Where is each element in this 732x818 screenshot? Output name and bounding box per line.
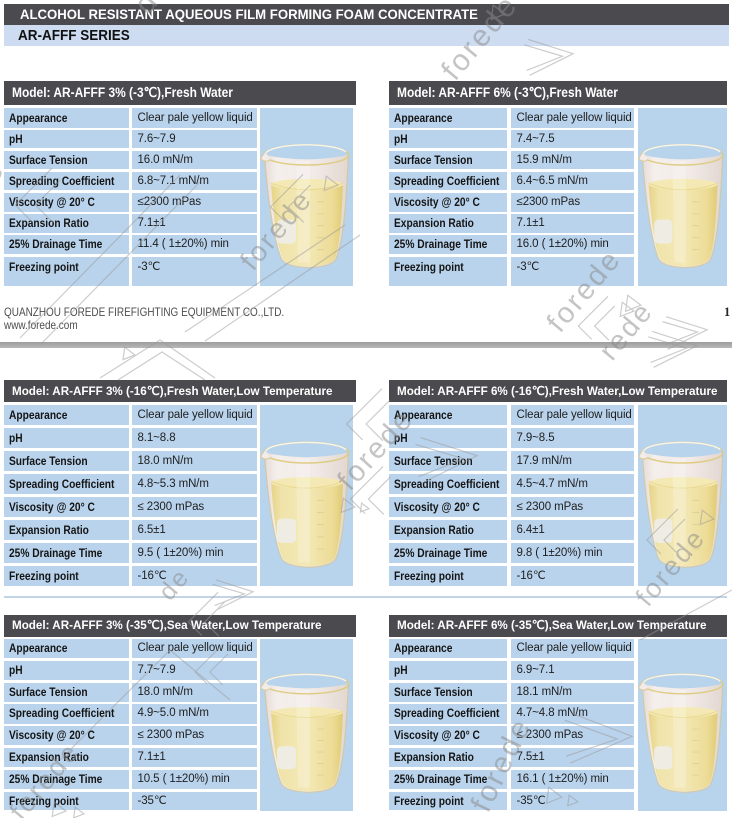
svg-text:forede: forede <box>234 184 318 276</box>
svg-text:de: de <box>153 563 196 606</box>
svg-text:forede: forede <box>630 522 712 611</box>
svg-text:forede: forede <box>465 713 539 817</box>
svg-text:forede: forede <box>0 150 13 260</box>
svg-text:forede: forede <box>331 403 420 497</box>
svg-text:forede: forede <box>435 0 525 86</box>
svg-text:forede: forede <box>4 736 86 818</box>
svg-text:rede: rede <box>593 295 659 366</box>
svg-text:de: de <box>128 0 178 20</box>
